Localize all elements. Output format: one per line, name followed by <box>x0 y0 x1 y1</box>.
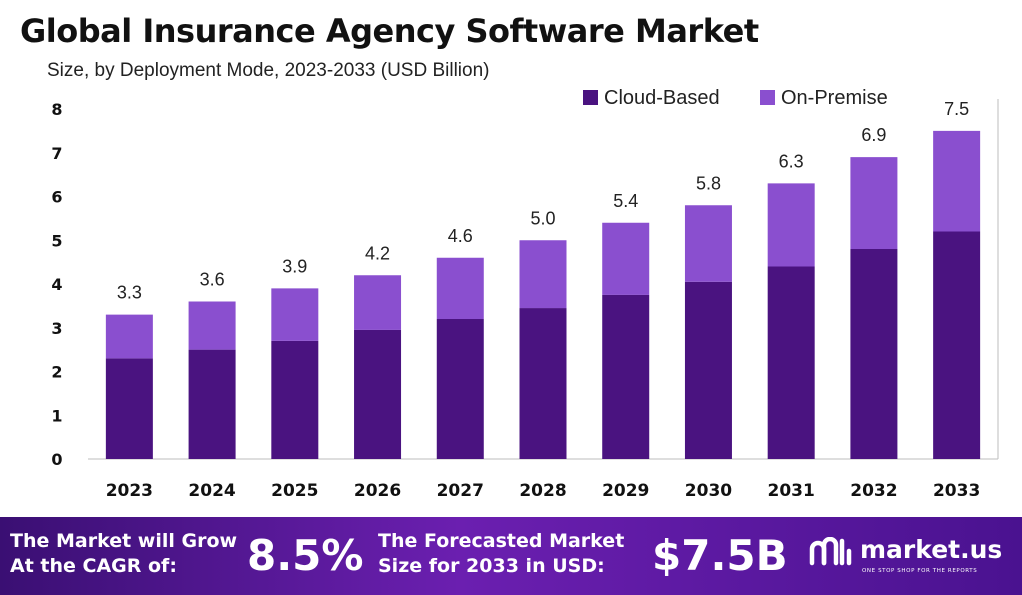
cagr-label: The Market will Grow At the CAGR of: <box>10 529 250 579</box>
bar-total-label: 7.5 <box>944 99 969 119</box>
bar-total-label: 6.9 <box>861 125 886 145</box>
bar-total-label: 6.3 <box>779 151 804 171</box>
market-us-logo-icon <box>809 537 852 566</box>
cagr-label-line1: The Market will Grow <box>10 530 238 552</box>
bar-on-premise-2027 <box>436 257 484 319</box>
bar-on-premise-2023 <box>105 314 153 359</box>
x-tick-label: 2032 <box>850 481 897 501</box>
bar-cloud-based-2032 <box>850 249 898 459</box>
footer-banner: The Market will Grow At the CAGR of: 8.5… <box>0 517 1022 595</box>
x-tick-label: 2030 <box>685 481 732 501</box>
bar-on-premise-2030 <box>684 205 732 282</box>
bar-on-premise-2026 <box>354 275 402 330</box>
forecast-label-line1: The Forecasted Market <box>378 530 625 552</box>
bar-cloud-based-2030 <box>684 281 732 459</box>
bar-total-label: 5.4 <box>613 191 638 211</box>
y-tick-label: 8 <box>51 100 62 119</box>
y-tick-label: 1 <box>51 406 62 425</box>
bar-on-premise-2033 <box>933 130 981 232</box>
bar-cloud-based-2025 <box>271 340 319 459</box>
y-tick-label: 5 <box>51 231 62 250</box>
bar-on-premise-2025 <box>271 288 319 341</box>
x-tick-label: 2029 <box>602 481 649 501</box>
bar-cloud-based-2029 <box>602 294 650 459</box>
bar-total-label: 5.0 <box>530 208 555 228</box>
y-tick-label: 7 <box>51 144 62 163</box>
forecast-label-line2: Size for 2033 in USD: <box>378 555 605 577</box>
y-tick-label: 3 <box>51 319 62 338</box>
bar-chart: 0 1 2 3 4 5 6 7 8 3.3 2023 3.6 2024 3.9 2025 4.2 2026 4.6… <box>51 87 999 501</box>
cagr-label-line2: At the CAGR of: <box>10 555 177 577</box>
bar-cloud-based-2031 <box>767 266 815 459</box>
y-tick-label: 2 <box>51 363 62 382</box>
forecast-value: $7.5B <box>652 531 788 580</box>
bar-on-premise-2032 <box>850 157 898 249</box>
bar-total-label: 3.3 <box>117 283 142 303</box>
bar-on-premise-2024 <box>188 301 236 350</box>
bar-total-label: 4.6 <box>448 226 473 246</box>
legend-swatch-cloud-based <box>583 90 598 105</box>
brand-tagline: ONE STOP SHOP FOR THE REPORTS <box>862 568 978 574</box>
y-tick-label: 0 <box>51 450 62 469</box>
brand-name: market.us <box>860 535 1003 564</box>
legend-swatch-on-premise <box>760 90 775 105</box>
bar-total-label: 4.2 <box>365 243 390 263</box>
bar-cloud-based-2026 <box>354 329 402 459</box>
chart-title: Global Insurance Agency Software Market <box>20 12 759 50</box>
bar-on-premise-2029 <box>602 222 650 295</box>
bar-cloud-based-2024 <box>188 349 236 459</box>
x-tick-label: 2033 <box>933 481 980 501</box>
bar-on-premise-2031 <box>767 183 815 267</box>
x-tick-label: 2024 <box>188 481 235 501</box>
forecast-label: The Forecasted Market Size for 2033 in U… <box>378 529 638 579</box>
bar-cloud-based-2027 <box>436 319 484 459</box>
x-tick-label: 2028 <box>519 481 566 501</box>
bar-total-label: 3.9 <box>282 256 307 276</box>
y-tick-label: 6 <box>51 188 62 207</box>
bar-on-premise-2028 <box>519 240 567 309</box>
bar-cloud-based-2033 <box>933 231 981 459</box>
bar-cloud-based-2023 <box>105 358 153 459</box>
legend-label: Cloud-Based <box>604 87 720 109</box>
bar-cloud-based-2028 <box>519 308 567 459</box>
x-tick-label: 2023 <box>106 481 153 501</box>
chart-subtitle: Size, by Deployment Mode, 2023-2033 (USD… <box>47 60 490 81</box>
x-tick-label: 2031 <box>768 481 815 501</box>
cagr-value: 8.5% <box>247 531 364 580</box>
x-tick-label: 2027 <box>437 481 484 501</box>
x-tick-label: 2026 <box>354 481 401 501</box>
y-tick-label: 4 <box>51 275 62 294</box>
legend-label: On-Premise <box>781 87 888 109</box>
bar-total-label: 3.6 <box>200 270 225 290</box>
bar-total-label: 5.8 <box>696 173 721 193</box>
x-tick-label: 2025 <box>271 481 318 501</box>
